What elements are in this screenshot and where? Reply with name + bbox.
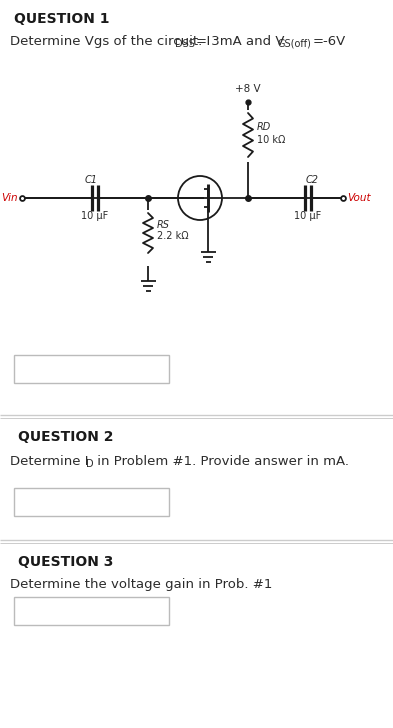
Text: Determine the voltage gain in Prob. #1: Determine the voltage gain in Prob. #1 — [10, 578, 272, 591]
Text: QUESTION 1: QUESTION 1 — [14, 12, 110, 26]
Text: C2: C2 — [305, 175, 318, 185]
Text: 10 kΩ: 10 kΩ — [257, 135, 285, 145]
Text: 2.2 kΩ: 2.2 kΩ — [157, 231, 189, 241]
Text: QUESTION 3: QUESTION 3 — [18, 555, 113, 569]
Text: D: D — [86, 459, 94, 469]
Text: Determine Vgs of the circuit. I: Determine Vgs of the circuit. I — [10, 35, 210, 48]
FancyBboxPatch shape — [14, 355, 169, 383]
Text: +8 V: +8 V — [235, 84, 261, 94]
Text: QUESTION 2: QUESTION 2 — [18, 430, 114, 444]
Text: =-6V: =-6V — [313, 35, 346, 48]
Text: = 3mA and V: = 3mA and V — [196, 35, 285, 48]
Text: RD: RD — [257, 122, 271, 132]
Text: C1: C1 — [84, 175, 97, 185]
Text: in Problem #1. Provide answer in mA.: in Problem #1. Provide answer in mA. — [93, 455, 349, 468]
Text: 10 μF: 10 μF — [81, 211, 108, 221]
Text: RS: RS — [157, 220, 170, 230]
Text: Determine I: Determine I — [10, 455, 88, 468]
FancyBboxPatch shape — [14, 488, 169, 516]
Text: DSS: DSS — [175, 39, 195, 49]
Text: Vout: Vout — [347, 193, 371, 203]
FancyBboxPatch shape — [14, 597, 169, 625]
Text: 10 μF: 10 μF — [294, 211, 321, 221]
Text: Vin: Vin — [1, 193, 18, 203]
Text: GS(off): GS(off) — [278, 39, 312, 49]
